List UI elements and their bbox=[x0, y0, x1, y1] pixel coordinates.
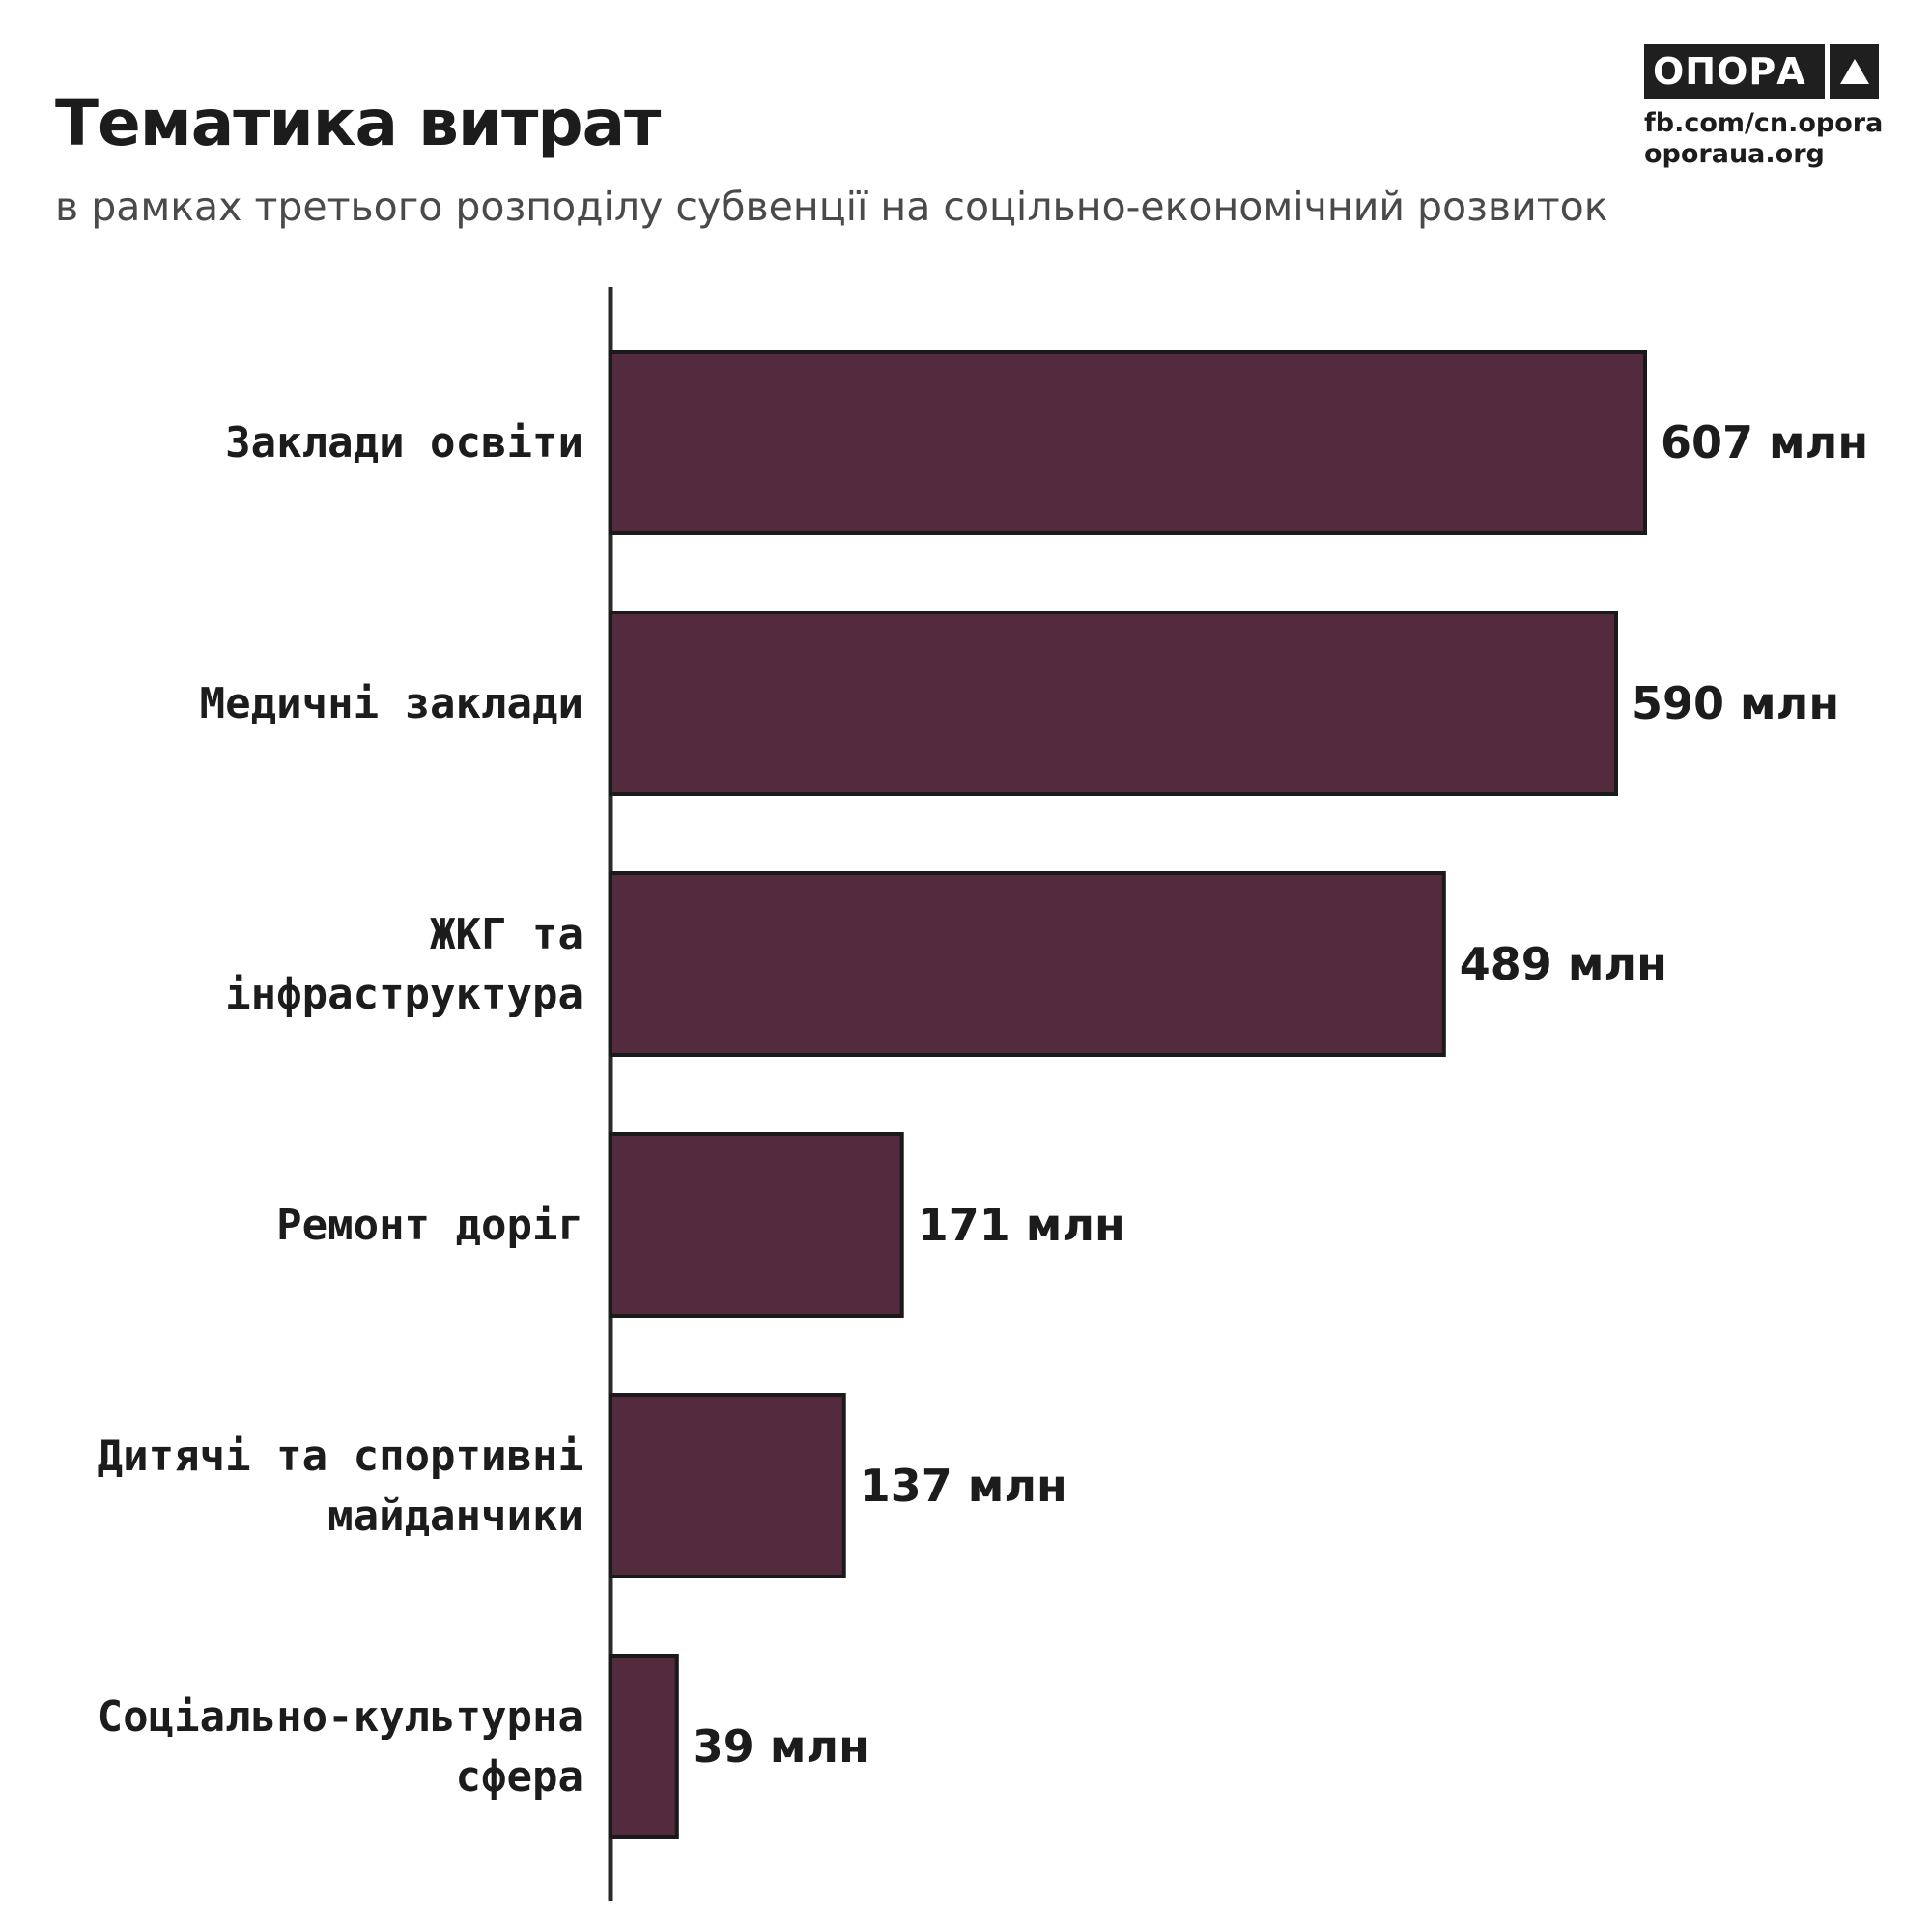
category-label: ЖКГ та інфраструктура bbox=[225, 910, 583, 1019]
facebook-link[interactable]: fb.com/cn.opora bbox=[1644, 108, 1884, 138]
bar bbox=[609, 611, 1619, 796]
bar bbox=[609, 350, 1647, 535]
category-label-line: Дитячі та спортивні bbox=[98, 1432, 583, 1481]
bar bbox=[609, 1132, 904, 1318]
chart-subtitle: в рамках третього розподілу субвенції на… bbox=[55, 184, 1608, 230]
bar bbox=[609, 1393, 846, 1578]
category-label: Медичні заклади bbox=[200, 679, 583, 728]
category-label-line: майданчики bbox=[327, 1492, 583, 1541]
value-label: 607 млн bbox=[1661, 416, 1868, 469]
logo-divider bbox=[1825, 44, 1830, 99]
logo-wordmark: ОПОРА bbox=[1653, 50, 1806, 93]
value-label: 489 млн bbox=[1460, 938, 1667, 990]
category-label-line: Заклади освіти bbox=[225, 418, 583, 468]
category-label-line: Медичні заклади bbox=[200, 679, 583, 728]
value-label: 137 млн bbox=[860, 1460, 1067, 1512]
website-link[interactable]: oporaua.org bbox=[1644, 139, 1825, 169]
triangle-icon bbox=[1830, 57, 1879, 86]
category-label: Заклади освіти bbox=[225, 418, 583, 468]
category-label: Дитячі та спортивні майданчики bbox=[98, 1432, 583, 1541]
chart-title: Тематика витрат bbox=[55, 86, 661, 160]
category-label-line: Ремонт доріг bbox=[276, 1201, 583, 1250]
value-label: 171 млн bbox=[918, 1199, 1125, 1251]
bar bbox=[609, 1654, 679, 1839]
logo-links: fb.com/cn.opora oporaua.org bbox=[1644, 108, 1883, 170]
value-label: 590 млн bbox=[1632, 677, 1839, 729]
category-label-line: сфера bbox=[456, 1752, 583, 1802]
category-label: Соціально-культурна сфера bbox=[98, 1692, 583, 1802]
category-label: Ремонт доріг bbox=[276, 1201, 583, 1250]
category-label-line: Соціально-культурна bbox=[98, 1692, 583, 1742]
category-label-line: ЖКГ та bbox=[430, 910, 583, 959]
category-label-line: інфраструктура bbox=[225, 970, 583, 1019]
bar bbox=[609, 871, 1446, 1057]
opora-logo[interactable]: ОПОРА bbox=[1644, 44, 1879, 99]
value-label: 39 млн bbox=[693, 1720, 869, 1773]
